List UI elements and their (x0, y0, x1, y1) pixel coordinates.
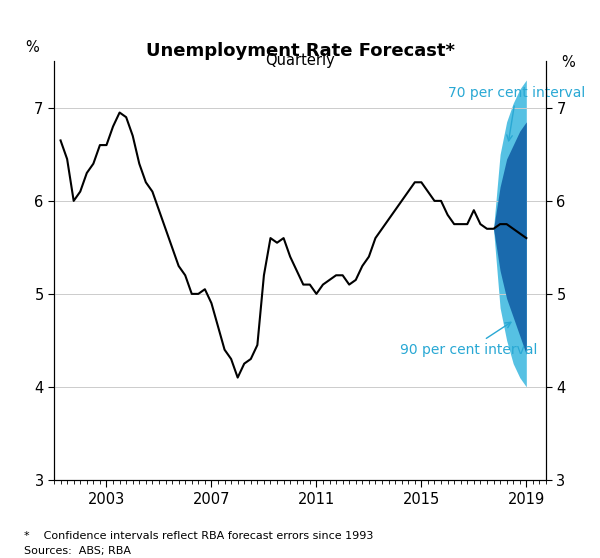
Text: 90 per cent interval: 90 per cent interval (400, 323, 538, 357)
Text: 70 per cent interval: 70 per cent interval (448, 86, 585, 141)
Text: Quarterly: Quarterly (265, 53, 335, 68)
Y-axis label: %: % (25, 40, 39, 55)
Text: Sources:  ABS; RBA: Sources: ABS; RBA (24, 546, 131, 556)
Text: *    Confidence intervals reflect RBA forecast errors since 1993: * Confidence intervals reflect RBA forec… (24, 531, 373, 541)
Y-axis label: %: % (561, 55, 575, 70)
Title: Unemployment Rate Forecast*: Unemployment Rate Forecast* (146, 42, 455, 60)
